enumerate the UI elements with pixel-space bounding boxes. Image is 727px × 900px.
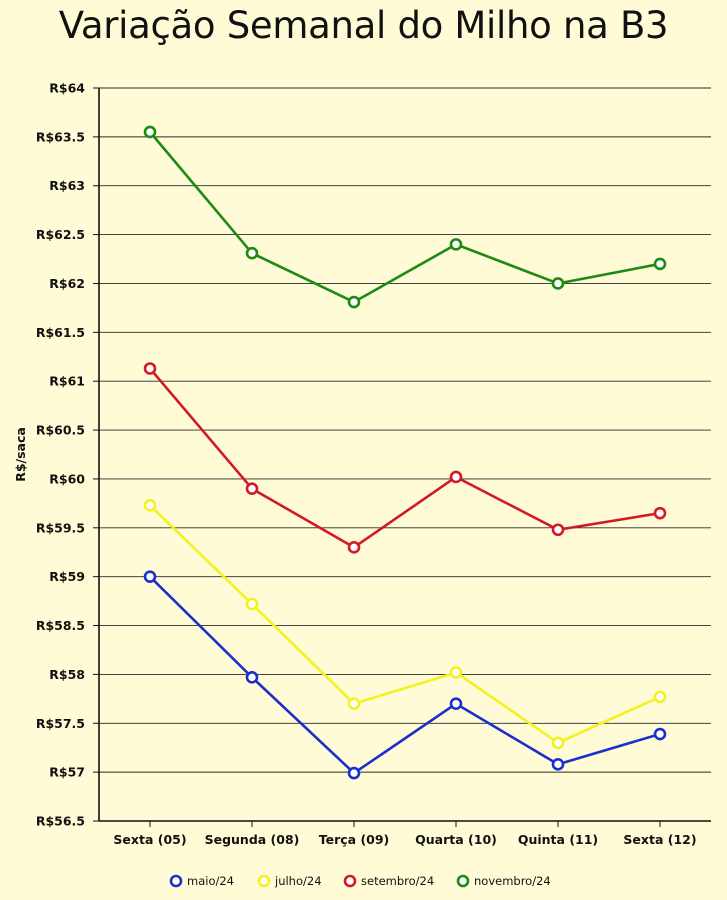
data-point — [143, 570, 157, 583]
legend-item: maio/24 — [169, 874, 234, 888]
y-tick-label: R$57 — [49, 765, 85, 780]
series-novembro-24 — [143, 125, 667, 309]
x-tick-label: Terça (09) — [319, 832, 390, 847]
data-point — [551, 523, 565, 537]
data-point — [653, 727, 667, 741]
series-maio-24 — [143, 570, 667, 780]
series-line — [149, 367, 661, 549]
x-tick-label: Segunda (08) — [205, 832, 300, 847]
series-line — [149, 131, 661, 304]
data-point — [653, 257, 667, 271]
y-tick-label: R$63 — [49, 178, 85, 193]
series-lines — [143, 125, 667, 780]
data-point — [245, 671, 259, 684]
gridlines — [99, 87, 711, 822]
legend-marker — [456, 874, 470, 888]
y-tick-label: R$63.5 — [36, 129, 85, 144]
y-tick-label: R$62.5 — [36, 227, 85, 242]
y-tick-label: R$56.5 — [36, 814, 85, 829]
y-tick-label: R$57.5 — [36, 716, 85, 731]
y-tick-label: R$62 — [49, 276, 85, 291]
y-tick-label: R$61 — [49, 374, 85, 389]
data-point — [143, 362, 157, 375]
legend-label: maio/24 — [187, 874, 234, 888]
legend-label: setembro/24 — [361, 874, 434, 888]
legend-item: julho/24 — [257, 874, 322, 888]
x-tick-label: Sexta (12) — [623, 832, 696, 847]
x-tick-label: Quarta (10) — [415, 832, 497, 847]
data-point — [245, 482, 259, 496]
data-point — [347, 766, 361, 780]
x-tick-label: Sexta (05) — [113, 832, 186, 847]
data-point — [143, 125, 157, 139]
data-point — [245, 246, 259, 260]
legend-label: julho/24 — [274, 874, 322, 888]
series-line — [149, 504, 661, 745]
legend: maio/24 julho/24 setembro/24 novembro/24 — [169, 874, 551, 888]
data-point — [143, 499, 157, 512]
y-tick-label: R$60 — [49, 471, 85, 486]
data-point — [551, 758, 565, 771]
y-axis-title: R$/saca — [13, 427, 28, 482]
chart-title: Variação Semanal do Milho na B3 — [58, 4, 669, 47]
series-julho-24 — [143, 499, 667, 750]
y-tick-label: R$60.5 — [36, 423, 85, 438]
legend-item: novembro/24 — [456, 874, 551, 888]
data-point — [551, 277, 565, 290]
legend-marker — [169, 874, 183, 888]
y-tick-label: R$64 — [49, 81, 85, 96]
data-point — [449, 238, 463, 251]
series-setembro-24 — [143, 362, 667, 554]
y-tick-label: R$58.5 — [36, 618, 85, 633]
data-point — [551, 736, 565, 750]
data-point — [347, 697, 361, 711]
y-tick-label: R$59 — [49, 569, 85, 584]
legend-item: setembro/24 — [343, 874, 434, 888]
data-point — [449, 470, 463, 484]
y-tick-label: R$58 — [49, 667, 85, 682]
data-point — [347, 541, 361, 554]
x-tick-label: Quinta (11) — [518, 832, 598, 847]
data-point — [347, 295, 361, 309]
legend-marker — [257, 874, 271, 888]
series-line — [149, 575, 661, 775]
data-point — [449, 697, 463, 711]
y-tick-label: R$61.5 — [36, 325, 85, 340]
y-tick-label: R$59.5 — [36, 520, 85, 535]
legend-marker — [343, 874, 357, 888]
data-point — [245, 597, 259, 611]
legend-label: novembro/24 — [474, 874, 551, 888]
axes: R$56.5 R$57 R$57.5 R$58 R$58.5 R$59 R$59.5 R$60… — [13, 81, 711, 847]
data-point — [653, 690, 667, 704]
data-point — [653, 506, 667, 520]
data-point — [449, 666, 463, 679]
